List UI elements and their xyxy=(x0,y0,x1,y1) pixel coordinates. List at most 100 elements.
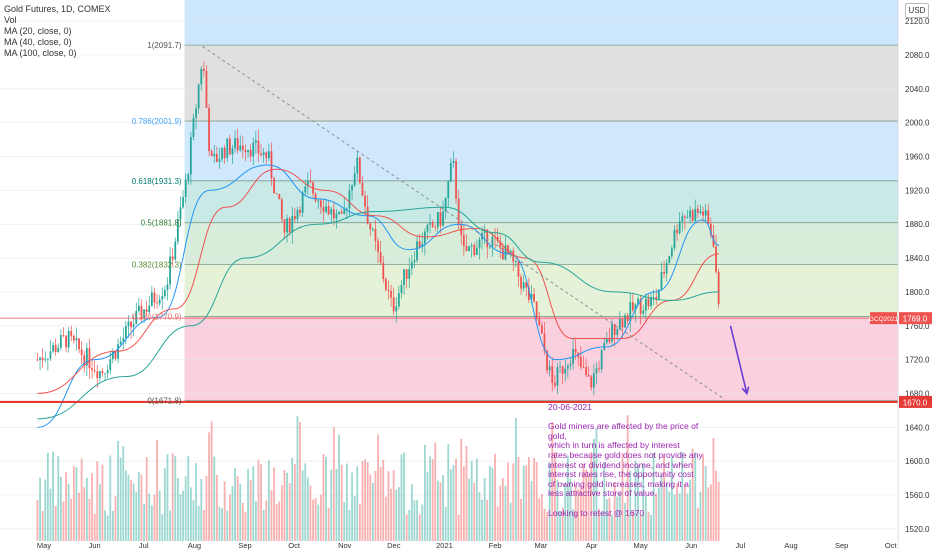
volume-bar xyxy=(192,500,195,541)
candle-body xyxy=(642,310,645,314)
candle-body xyxy=(286,218,288,233)
currency-button[interactable]: USD xyxy=(905,3,929,18)
volume-bar xyxy=(499,485,502,541)
candle-body xyxy=(384,279,387,290)
volume-bar xyxy=(356,466,359,541)
candle-body xyxy=(559,366,561,368)
fib-label: 0.236(1770.9) xyxy=(132,313,182,322)
candle-body xyxy=(470,245,473,247)
volume-bar xyxy=(215,475,218,541)
volume-bar xyxy=(460,438,463,541)
volume-bar xyxy=(96,461,99,541)
volume-bar xyxy=(652,452,655,541)
volume-bar xyxy=(465,446,468,541)
volume-bar xyxy=(358,504,361,541)
volume-bar xyxy=(239,483,242,541)
candle-body xyxy=(546,351,548,371)
candle-body xyxy=(364,195,366,207)
candle-body xyxy=(335,213,338,219)
time-tick-label: Jun xyxy=(685,541,697,550)
candle-body xyxy=(83,355,86,366)
candle-body xyxy=(252,142,255,157)
legend-ma40[interactable]: MA (40, close, 0) xyxy=(4,37,72,47)
volume-bar xyxy=(153,494,156,541)
volume-bar xyxy=(431,459,434,541)
volume-bar xyxy=(59,476,62,541)
volume-bar xyxy=(650,514,652,541)
candle-body xyxy=(553,382,556,386)
candle-body xyxy=(93,370,96,372)
volume-bar xyxy=(426,472,429,541)
note-line: which in turn is affected by interest xyxy=(548,440,680,451)
volume-bar xyxy=(335,468,338,541)
volume-bar xyxy=(322,453,325,541)
price-tick-label: 1520.0 xyxy=(905,525,930,534)
candle-body xyxy=(267,151,270,159)
candle-body xyxy=(122,338,125,342)
volume-bar xyxy=(202,509,205,541)
candle-body xyxy=(699,211,702,214)
volume-bar xyxy=(234,467,236,541)
volume-bar xyxy=(143,504,145,541)
symbol-tag xyxy=(870,312,897,325)
volume-bar xyxy=(176,477,179,541)
candle-body xyxy=(283,219,286,233)
volume-bar xyxy=(704,465,707,541)
volume-bar xyxy=(447,444,450,541)
candle-body xyxy=(678,221,681,234)
candle-body xyxy=(340,211,343,214)
candle-body xyxy=(124,326,127,339)
volume-bar xyxy=(330,469,333,541)
fib-zone xyxy=(184,45,898,122)
volume-bar xyxy=(605,499,608,541)
candle-body xyxy=(717,271,720,305)
candle-body xyxy=(322,207,325,212)
candle-body xyxy=(533,294,535,302)
candle-body xyxy=(390,290,392,298)
legend-volume[interactable]: Vol xyxy=(4,15,17,25)
volume-bar xyxy=(663,455,665,541)
candle-body xyxy=(452,160,455,164)
candle-body xyxy=(88,348,91,369)
candle-body xyxy=(592,373,595,388)
volume-bar xyxy=(520,498,522,541)
volume-bar xyxy=(639,515,642,541)
volume-bar xyxy=(642,463,645,541)
symbol-tag-label: GCQ2021 xyxy=(869,316,899,323)
candle-body xyxy=(111,351,114,360)
volume-bar xyxy=(325,456,327,541)
note-date: 20-06-2021 xyxy=(548,402,592,412)
candle-body xyxy=(650,297,652,307)
volume-bar xyxy=(590,451,593,541)
volume-bar xyxy=(421,504,424,541)
legend-symbol[interactable]: Gold Futures, 1D, COMEX xyxy=(4,4,111,14)
fib-zone xyxy=(184,264,898,317)
candle-body xyxy=(49,351,52,359)
legend-ma20[interactable]: MA (20, close, 0) xyxy=(4,26,72,36)
candle-body xyxy=(46,358,49,360)
legend-ma100[interactable]: MA (100, close, 0) xyxy=(4,48,77,58)
candle-body xyxy=(143,309,145,319)
note-line: rates because gold does not provide any xyxy=(548,449,703,460)
volume-bar xyxy=(301,470,304,541)
candle-body xyxy=(439,211,442,226)
volume-bar xyxy=(455,458,457,541)
volume-bar xyxy=(52,451,54,541)
candle-body xyxy=(299,209,301,213)
volume-bar xyxy=(577,489,580,541)
volume-bar xyxy=(228,494,231,541)
annotation-note[interactable]: 20-06-2021 Gold miners are affected by t… xyxy=(548,402,718,518)
volume-bar xyxy=(657,487,660,541)
candle-body xyxy=(379,251,382,263)
candle-body xyxy=(676,229,678,234)
candle-body xyxy=(195,108,197,118)
candle-body xyxy=(455,160,457,199)
candle-body xyxy=(527,287,530,300)
candle-body xyxy=(403,269,405,286)
candle-body xyxy=(208,107,210,151)
volume-bar xyxy=(241,502,244,541)
volume-bar xyxy=(699,491,702,541)
volume-bar xyxy=(135,492,138,541)
candle-body xyxy=(145,309,148,313)
